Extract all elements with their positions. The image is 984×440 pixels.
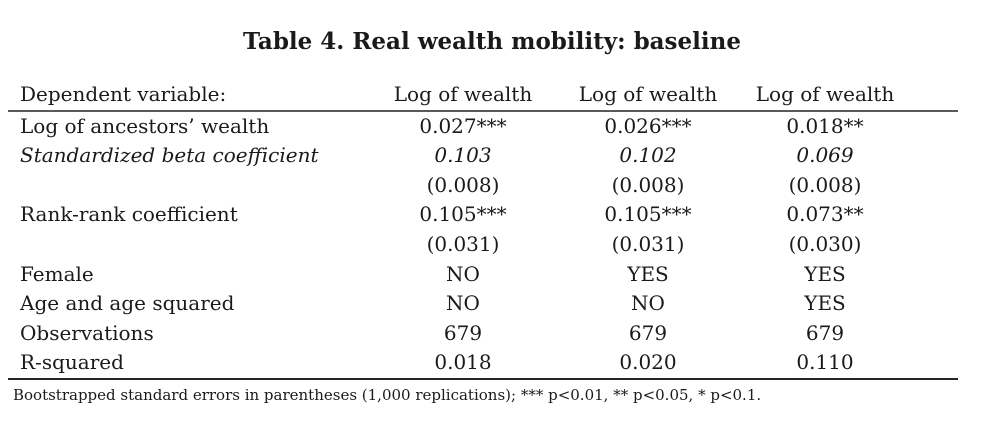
- cell: YES: [804, 261, 846, 286]
- cell-filler: [912, 348, 958, 379]
- cell: NO: [446, 291, 480, 316]
- table-row: Rank-rank coefficient 0.105*** 0.105*** …: [8, 200, 958, 230]
- header-column-1: Log of wealth: [368, 80, 558, 112]
- cell: 0.103: [434, 143, 492, 168]
- cell: YES: [804, 291, 846, 316]
- cell: 679: [443, 320, 483, 345]
- cell: 679: [628, 320, 668, 345]
- cell: (0.031): [426, 231, 500, 256]
- cell: NO: [446, 261, 480, 286]
- cell: (0.031): [611, 231, 685, 256]
- cell: 0.026***: [604, 113, 692, 138]
- cell: 0.105***: [604, 202, 692, 227]
- table-row: Age and age squared NO NO YES: [8, 289, 958, 319]
- cell: 0.020: [619, 350, 677, 375]
- row-label: [8, 230, 368, 260]
- cell-filler: [912, 171, 958, 201]
- table-header-row: Dependent variable: Log of wealth Log of…: [8, 80, 958, 112]
- row-label: Rank-rank coefficient: [20, 202, 238, 227]
- cell-filler: [912, 230, 958, 260]
- cell-filler: [912, 111, 958, 142]
- cell: 0.102: [619, 143, 677, 168]
- table-row: R-squared 0.018 0.020 0.110: [8, 348, 958, 379]
- cell-filler: [912, 289, 958, 319]
- row-label: Standardized beta coefficient: [20, 143, 319, 168]
- cell-filler: [912, 200, 958, 230]
- row-label: Log of ancestors’ wealth: [20, 113, 270, 138]
- table-row: Log of ancestors’ wealth 0.027*** 0.026*…: [8, 111, 958, 142]
- cell: (0.008): [426, 172, 500, 197]
- cell: 0.105***: [419, 202, 507, 227]
- cell: (0.030): [788, 231, 862, 256]
- row-label: R-squared: [20, 350, 124, 375]
- row-label: Observations: [20, 320, 154, 345]
- cell: NO: [631, 291, 665, 316]
- cell: 0.069: [796, 143, 854, 168]
- cell: 679: [805, 320, 845, 345]
- header-filler: [912, 80, 958, 112]
- cell-filler: [912, 319, 958, 349]
- table-row: Standardized beta coefficient 0.103 0.10…: [8, 141, 958, 171]
- regression-table: Dependent variable: Log of wealth Log of…: [8, 80, 958, 380]
- table-row: (0.031) (0.031) (0.030): [8, 230, 958, 260]
- header-column-3: Log of wealth: [738, 80, 912, 112]
- header-column-2: Log of wealth: [558, 80, 738, 112]
- table-footnote: Bootstrapped standard errors in parenthe…: [13, 385, 762, 404]
- cell: 0.018: [434, 350, 492, 375]
- header-dependent-variable: Dependent variable:: [8, 80, 368, 112]
- cell: (0.008): [611, 172, 685, 197]
- cell: 0.073**: [786, 202, 864, 227]
- table-row: Observations 679 679 679: [8, 319, 958, 349]
- cell: 0.110: [796, 350, 854, 375]
- cell: (0.008): [788, 172, 862, 197]
- cell: 0.027***: [419, 113, 507, 138]
- row-label: Female: [20, 261, 94, 286]
- cell-filler: [912, 141, 958, 171]
- cell: 0.018**: [786, 113, 864, 138]
- table-row: (0.008) (0.008) (0.008): [8, 171, 958, 201]
- row-label: Age and age squared: [20, 291, 235, 316]
- cell: YES: [627, 261, 669, 286]
- table-row: Female NO YES YES: [8, 260, 958, 290]
- cell-filler: [912, 260, 958, 290]
- table-title: Table 4. Real wealth mobility: baseline: [243, 28, 741, 55]
- row-label: [8, 171, 368, 201]
